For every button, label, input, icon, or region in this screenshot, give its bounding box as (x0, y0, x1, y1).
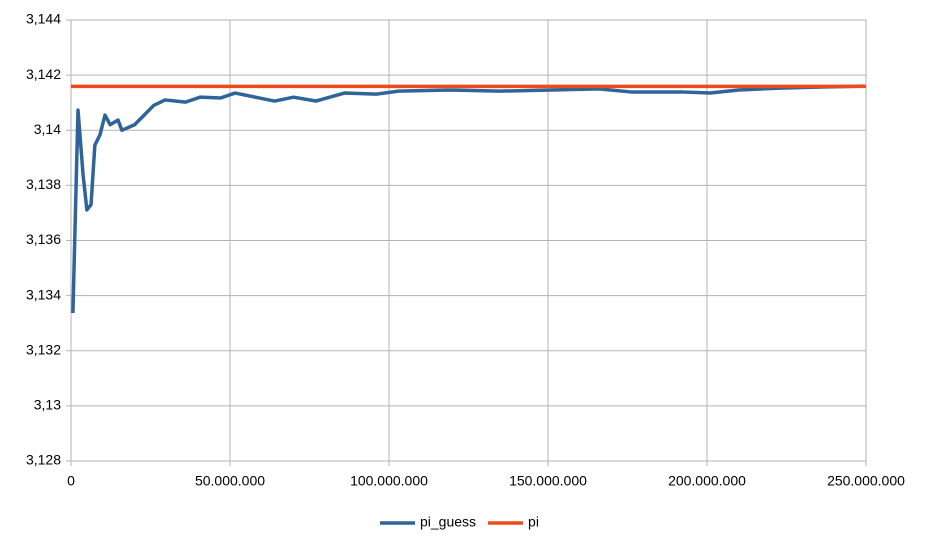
legend-label: pi (528, 514, 539, 530)
x-tick-label: 100.000.000 (350, 473, 428, 489)
y-tick-label: 3,132 (26, 341, 61, 357)
legend-label: pi_guess (420, 514, 476, 530)
x-tick-label: 150.000.000 (509, 473, 587, 489)
y-tick-label: 3,134 (26, 286, 61, 302)
x-tick-label: 0 (67, 473, 75, 489)
x-tick-label: 200.000.000 (668, 473, 746, 489)
y-tick-label: 3,144 (26, 11, 61, 27)
y-tick-label: 3,128 (26, 452, 61, 468)
x-tick-label: 250.000.000 (827, 473, 905, 489)
y-tick-label: 3,14 (34, 121, 61, 137)
y-tick-label: 3,136 (26, 231, 61, 247)
y-tick-label: 3,13 (34, 397, 61, 413)
x-tick-label: 50.000.000 (195, 473, 265, 489)
series-line (71, 84, 865, 314)
y-tick-label: 3,142 (26, 66, 61, 82)
y-tick-label: 3,138 (26, 176, 61, 192)
